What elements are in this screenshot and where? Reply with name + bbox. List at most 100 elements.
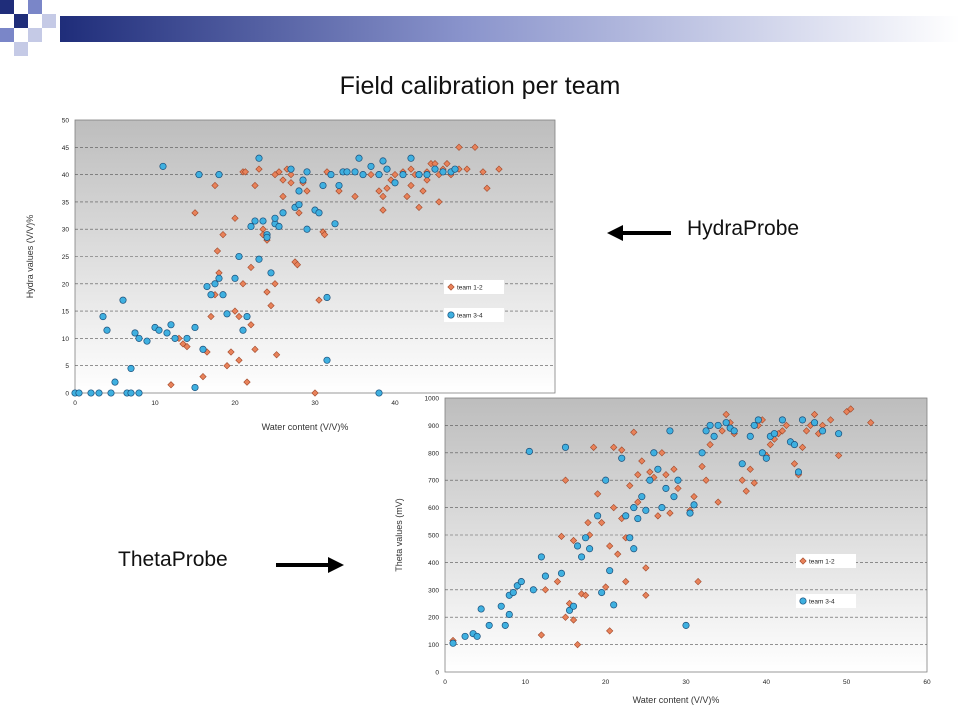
data-point — [223, 362, 231, 370]
data-point — [666, 427, 674, 435]
x-tick-label: 10 — [151, 400, 159, 407]
data-point — [167, 321, 175, 329]
data-point — [303, 187, 311, 195]
y-tick-label: 45 — [62, 145, 70, 152]
data-point — [131, 329, 139, 337]
data-point — [111, 378, 119, 386]
data-point — [479, 168, 487, 176]
data-point — [630, 545, 638, 553]
data-point — [287, 170, 295, 179]
data-point — [483, 184, 491, 192]
data-point — [231, 214, 239, 222]
legend-marker — [799, 557, 807, 565]
x-tick-label: 50 — [843, 679, 851, 686]
x-axis-label: Water content (V/V)% — [633, 695, 720, 705]
data-point — [183, 342, 191, 351]
data-point — [299, 176, 307, 184]
y-tick-label: 900 — [428, 423, 439, 430]
data-point — [379, 192, 387, 201]
data-point — [267, 269, 275, 277]
deco-square — [28, 0, 42, 14]
data-point — [630, 428, 638, 436]
data-point — [275, 222, 283, 231]
x-tick-label: 40 — [763, 679, 771, 686]
y-tick-label: 200 — [428, 615, 439, 622]
data-point — [127, 364, 135, 372]
data-point — [630, 504, 638, 512]
deco-square — [14, 42, 28, 56]
data-point — [243, 378, 251, 386]
data-point — [251, 345, 259, 353]
data-point — [239, 280, 247, 288]
data-point — [387, 176, 395, 184]
data-point — [379, 206, 387, 214]
data-point — [241, 168, 250, 176]
data-point — [351, 168, 359, 176]
data-point — [561, 443, 570, 451]
data-point — [439, 168, 447, 176]
data-point — [541, 586, 550, 594]
data-point — [103, 326, 111, 334]
data-point — [323, 293, 331, 302]
thetaprobe-callout: ThetaProbe — [118, 548, 228, 571]
header-decoration — [0, 0, 960, 56]
data-point — [594, 512, 602, 520]
legend-label: team 3-4 — [809, 599, 835, 606]
data-point — [798, 416, 807, 424]
data-point — [584, 519, 592, 527]
x-tick-label: 30 — [682, 679, 690, 686]
data-point — [622, 512, 630, 520]
data-point — [670, 493, 678, 501]
data-point — [295, 209, 303, 217]
data-point — [758, 449, 766, 457]
y-tick-label: 0 — [435, 670, 439, 677]
data-point — [343, 168, 351, 176]
data-point — [867, 419, 875, 427]
data-point — [183, 334, 191, 342]
data-point — [826, 416, 835, 424]
data-point — [626, 482, 634, 490]
legend-background — [796, 554, 856, 568]
data-point — [195, 171, 203, 179]
data-point — [738, 476, 746, 484]
data-point — [327, 171, 335, 179]
data-point — [754, 416, 762, 424]
y-tick-label: 1000 — [425, 396, 440, 403]
data-point — [215, 274, 223, 282]
data-point — [243, 313, 251, 321]
x-tick-label: 0 — [73, 400, 77, 407]
data-point — [722, 419, 730, 427]
y-tick-label: 5 — [65, 363, 69, 370]
data-point — [557, 532, 566, 540]
arrow-left-icon — [607, 225, 671, 241]
data-point — [746, 465, 754, 473]
data-point — [606, 567, 614, 575]
data-point — [255, 255, 263, 263]
data-point — [391, 179, 399, 187]
data-point — [443, 160, 451, 168]
data-point — [199, 372, 207, 381]
data-point — [573, 640, 582, 649]
data-point — [293, 261, 302, 269]
data-point — [355, 154, 363, 162]
data-point — [557, 569, 566, 577]
data-point — [586, 545, 594, 553]
data-point — [251, 181, 259, 190]
data-point — [802, 427, 811, 435]
data-point — [606, 627, 614, 635]
data-point — [529, 586, 537, 594]
data-point — [383, 184, 391, 192]
data-point — [706, 421, 714, 429]
data-point — [634, 498, 642, 506]
data-point — [375, 171, 383, 179]
data-point — [589, 443, 598, 451]
data-point — [315, 296, 323, 304]
data-point — [423, 176, 431, 184]
data-point — [569, 536, 578, 545]
y-tick-label: 40 — [62, 172, 70, 179]
data-point — [634, 515, 642, 523]
data-point — [602, 476, 610, 484]
y-tick-label: 30 — [62, 227, 70, 234]
y-tick-label: 25 — [62, 254, 70, 261]
deco-square — [14, 14, 28, 28]
